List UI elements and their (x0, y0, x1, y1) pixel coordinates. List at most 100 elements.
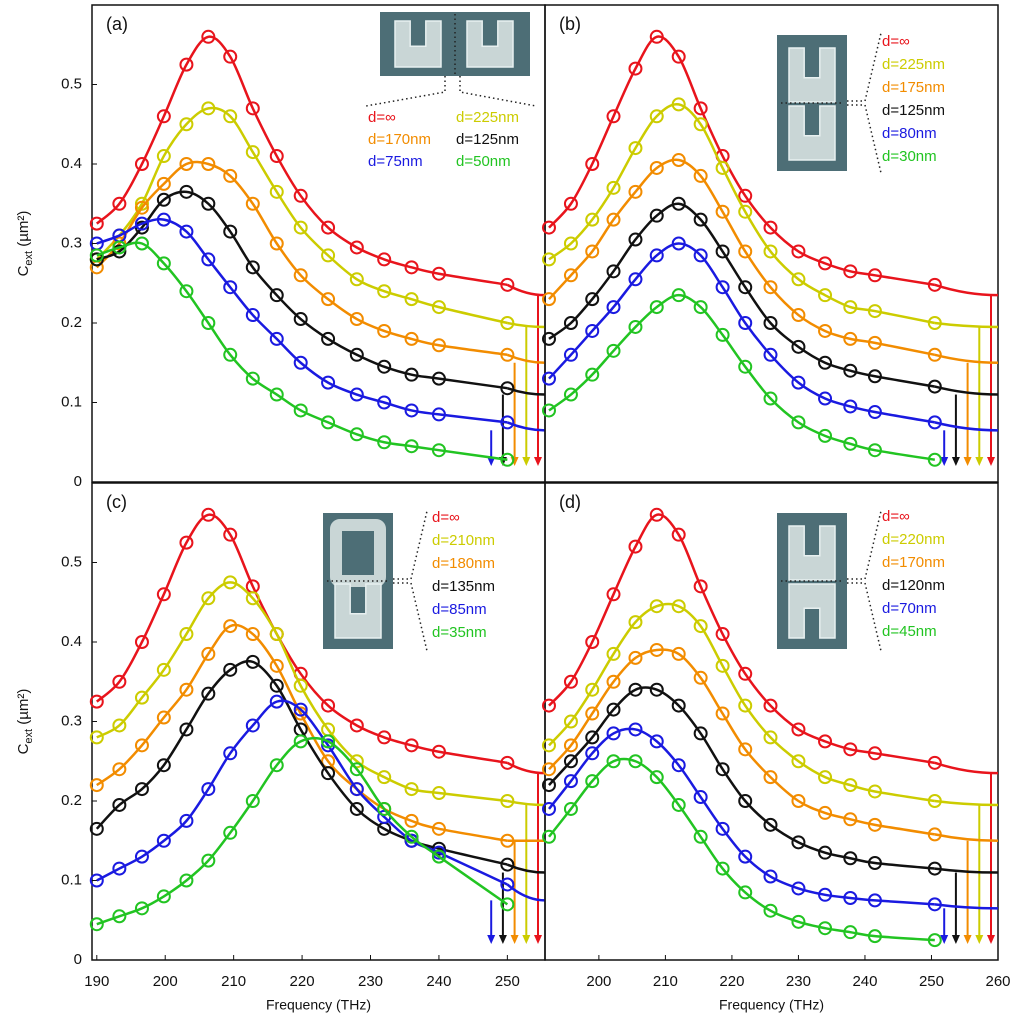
sem-particle (788, 525, 836, 581)
data-point (201, 782, 216, 797)
data-point (112, 861, 127, 876)
data-point (223, 168, 238, 183)
panel: (c) 0 0.1 0.2 0.3 0.4 0.5 190 200 210 220 230 240 250… (15, 482, 546, 1013)
data-point (223, 224, 238, 239)
data-point (563, 268, 578, 283)
x-tick-label: 240 (852, 973, 877, 990)
data-point (927, 897, 942, 912)
y-label-main: C (15, 743, 32, 754)
data-point (89, 917, 104, 932)
data-point (791, 415, 806, 430)
fit-tail (506, 387, 546, 396)
data-point (541, 292, 556, 307)
data-point (223, 347, 238, 362)
data-point (563, 387, 578, 402)
data-point (693, 790, 708, 805)
data-point (791, 881, 806, 896)
legend-entry: d=45nm (882, 623, 937, 640)
data-point (500, 316, 515, 330)
panel-frame (544, 4, 999, 483)
data-point (134, 849, 149, 864)
sem-dotted (847, 32, 882, 102)
data-point (738, 316, 753, 330)
data-point (606, 264, 621, 279)
data-point (843, 812, 858, 827)
data-point (715, 861, 730, 876)
data-point (927, 861, 942, 876)
data-point (541, 331, 556, 346)
sem-dotted (393, 510, 428, 580)
legend-entry: d=∞ (882, 33, 910, 50)
data-point (693, 670, 708, 685)
data-point (245, 591, 260, 606)
data-point (321, 248, 336, 263)
data-point (649, 29, 664, 44)
arrow-head (987, 935, 995, 944)
y-label-unit: (µm²) (15, 211, 32, 251)
data-point (563, 674, 578, 689)
data-point (606, 343, 621, 358)
data-point (404, 331, 419, 346)
legend-entry: d=225nm (456, 109, 519, 126)
data-point (134, 901, 149, 916)
data-point (563, 801, 578, 816)
data-point (843, 399, 858, 414)
data-point (269, 627, 284, 642)
data-point (156, 256, 171, 271)
data-point (431, 407, 446, 422)
data-point (818, 805, 833, 820)
y-tick-label: 0.3 (61, 712, 82, 729)
data-point (738, 885, 753, 900)
sem-particle (394, 20, 442, 68)
data-point (763, 244, 778, 259)
y-tick-label: 0.5 (61, 553, 82, 570)
fit-tail (934, 385, 999, 396)
data-point (791, 754, 806, 769)
data-point (541, 220, 556, 235)
data-point (818, 887, 833, 902)
data-point (649, 160, 664, 175)
data-point (791, 244, 806, 259)
data-point (606, 180, 621, 195)
data-point (293, 706, 308, 721)
data-point (738, 204, 753, 219)
data-point (563, 774, 578, 789)
fit-line (548, 242, 936, 424)
data-point (500, 452, 515, 467)
data-point (818, 921, 833, 936)
data-point (715, 762, 730, 777)
data-point (585, 635, 600, 649)
sem-dotted (459, 76, 537, 107)
data-point (818, 428, 833, 443)
data-point (500, 381, 515, 396)
data-point (738, 280, 753, 295)
data-point (112, 236, 127, 251)
data-point (606, 726, 621, 741)
data-point (628, 232, 643, 247)
data-point (715, 706, 730, 721)
data-point (585, 212, 600, 227)
data-point (112, 196, 127, 211)
data-point (671, 196, 686, 211)
fit-tail (506, 883, 546, 902)
data-point (201, 686, 216, 701)
data-point (431, 266, 446, 281)
data-point (606, 587, 621, 602)
data-point (223, 527, 238, 542)
data-point (693, 619, 708, 634)
data-point (927, 794, 942, 808)
data-point (867, 784, 882, 799)
data-point (404, 829, 419, 844)
data-point (377, 801, 392, 816)
data-point (156, 176, 171, 191)
data-point (134, 782, 149, 797)
data-point (89, 873, 104, 888)
data-point (763, 316, 778, 330)
panel: (a) 0 0.1 0.2 0.3 0.4 0.5 Cext (µm²) d=∞ d=225nm d… (15, 4, 546, 490)
data-point (89, 821, 104, 836)
data-point (671, 49, 686, 64)
data-point (431, 338, 446, 353)
x-tick-label: 250 (919, 973, 944, 990)
fit-tail (934, 867, 999, 874)
data-point (818, 845, 833, 860)
